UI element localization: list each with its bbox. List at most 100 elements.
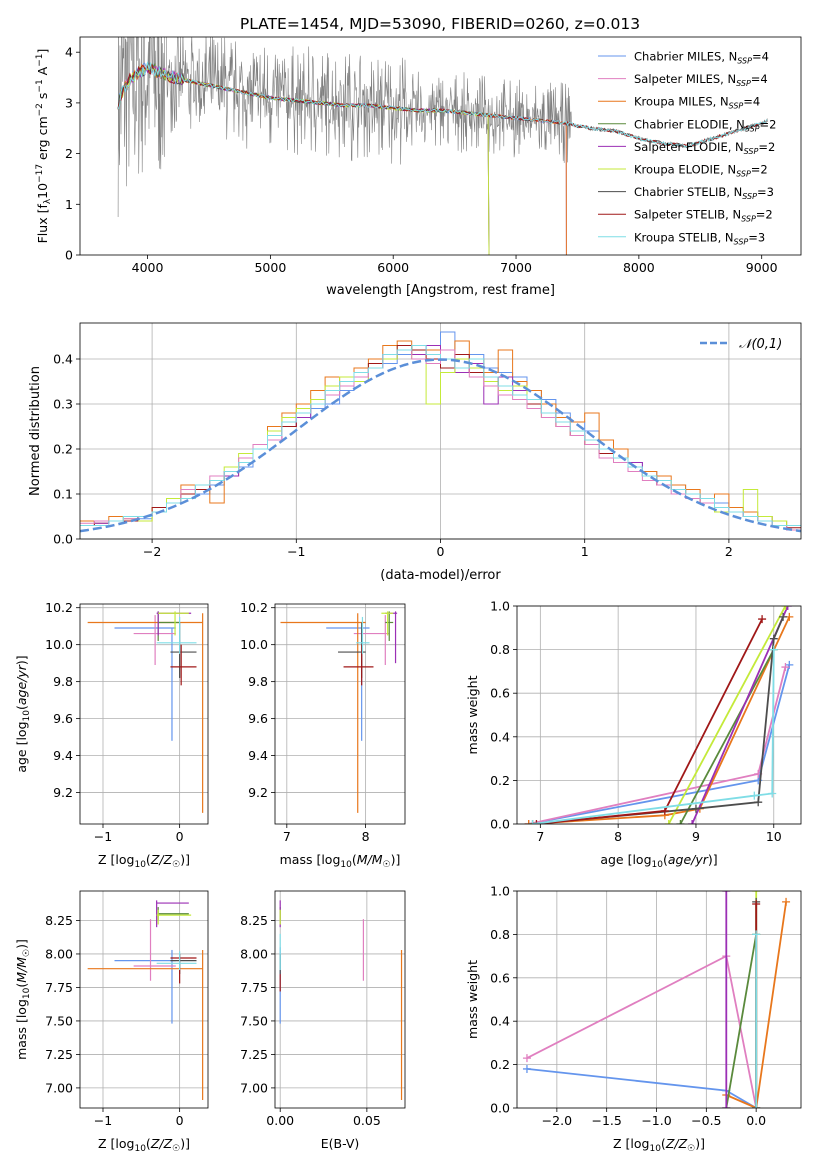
weight-marker [769, 634, 778, 643]
x-tick-label: −2.0 [542, 1113, 572, 1128]
y-tick-label: 7.25 [240, 1047, 268, 1062]
weight-line [532, 616, 784, 824]
y-tick-label: 9.4 [248, 748, 268, 763]
x-tick-label: 1 [581, 544, 589, 559]
axes-frame [79, 603, 209, 825]
y-tick-label: 0.2 [490, 773, 510, 788]
y-tick-label: 1 [65, 197, 73, 212]
weight-marker [676, 820, 685, 824]
plot-layer: 4000 5000 6000 7000 8000 900001234wavelength … [14, 36, 802, 1154]
mass-vs-EBV-panel: 0.00 0.05 7.00 7.25 7.50 7.75 8.00 8.25 E(B-V) [240, 890, 406, 1151]
y-tick-label: 0.1 [53, 487, 73, 502]
x-tick-label: 0 [176, 829, 184, 844]
y-tick-label: 8.25 [45, 913, 73, 928]
x-tick-label: 8 [614, 829, 622, 844]
weight-line [667, 606, 787, 824]
y-tick-label: 0 [65, 248, 73, 263]
y-tick-label: 10.0 [45, 637, 73, 652]
x-tick-label: 0 [176, 1113, 184, 1128]
normal-curve [80, 358, 801, 533]
y-axis-label: mass weight [465, 675, 480, 754]
x-tick-label: −1 [94, 1113, 112, 1128]
x-tick-label: 9 [692, 829, 700, 844]
y-tick-label: 3 [65, 95, 73, 110]
weight-marker [664, 820, 673, 824]
x-tick-label: −1 [287, 544, 305, 559]
x-tick-label: −1.0 [641, 1113, 671, 1128]
weight-marker [779, 612, 788, 621]
weight-vs-age-panel: 7 8 9 10 0.0 0.2 0.4 0.6 0.8 1.0 age [log10(age/yr… [465, 599, 802, 870]
y-tick-label: 0.6 [490, 686, 510, 701]
legend-label: Kroupa ELODIE, NSSP=2 [634, 163, 768, 179]
axes-frame [274, 890, 406, 1109]
x-axis-label: Z [log10(Z/Z☉)] [98, 852, 190, 870]
weight-marker [781, 663, 790, 672]
weight-line [725, 934, 758, 1108]
y-tick-label: 8.00 [45, 946, 73, 961]
y-tick-label: 1.0 [490, 884, 510, 899]
y-tick-label: 0.0 [490, 817, 510, 832]
y-tick-label: 7.00 [240, 1080, 268, 1095]
x-tick-label: 10 [766, 829, 782, 844]
x-tick-label: 0.0 [746, 1113, 766, 1128]
weight-line [532, 649, 775, 824]
weight-marker [691, 804, 700, 813]
y-tick-label: 10.2 [45, 600, 73, 615]
weight-marker [522, 1064, 531, 1073]
weight-marker [722, 1104, 731, 1108]
y-tick-label: 9.8 [53, 674, 73, 689]
weight-marker [752, 930, 761, 939]
x-tick-label: 2 [725, 544, 733, 559]
y-tick-label: 9.2 [248, 785, 268, 800]
y-tick-label: 9.8 [248, 674, 268, 689]
legend-label: Salpeter STELIB, NSSP=2 [634, 208, 773, 224]
y-axis-label: age [log10(age/yr)] [14, 655, 32, 772]
weight-line [725, 901, 787, 1108]
y-axis-label: mass [log10(M/M☉)] [14, 939, 32, 1060]
x-tick-label: 7 [283, 829, 291, 844]
y-tick-label: 0.8 [490, 927, 510, 942]
weight-marker [758, 615, 767, 624]
age-vs-mass-panel: 7 8 9.2 9.4 9.6 9.8 10.0 10.2 mass [log10(M/M☉)] [240, 600, 406, 870]
x-tick-label: 4000 [132, 260, 164, 275]
y-axis-label: Normed distribution [28, 366, 43, 496]
weight-marker [781, 606, 790, 610]
weight-vs-Z-panel: −2.0 −1.5 −1.0 −0.5 0.0 0.0 0.2 0.4 0.6 0.8 1.0 Z [… [465, 884, 802, 1154]
weight-marker [660, 806, 669, 815]
y-tick-label: 2 [65, 146, 73, 161]
x-tick-label: 0 [437, 544, 445, 559]
y-tick-label: 9.2 [53, 785, 73, 800]
weight-marker [688, 820, 697, 824]
x-tick-label: −1 [94, 829, 112, 844]
x-axis-label: Z [log10(Z/Z☉)] [98, 1136, 190, 1154]
y-tick-label: 0.2 [53, 442, 73, 457]
weight-marker [768, 789, 777, 798]
weight-marker [752, 891, 761, 895]
axes-frame [516, 605, 802, 825]
model-line [117, 62, 567, 255]
x-axis-label: (data-model)/error [380, 568, 501, 583]
y-tick-label: 7.75 [240, 980, 268, 995]
x-tick-label: 8000 [623, 260, 655, 275]
spectrum-data-line [117, 37, 768, 218]
x-tick-label: 6000 [377, 260, 409, 275]
y-axis-label: Flux [fλ10−17 erg cm−2 s−1 A−1] [35, 49, 53, 244]
legend-label: Kroupa MILES, NSSP=4 [634, 95, 760, 111]
axes-frame [274, 603, 406, 825]
weight-line [679, 649, 775, 824]
weight-line [528, 664, 791, 824]
x-tick-label: −1.5 [592, 1113, 622, 1128]
axes-frame [79, 36, 802, 256]
y-tick-label: 8.00 [240, 946, 268, 961]
weight-marker [528, 820, 537, 824]
x-tick-label: 5000 [254, 260, 286, 275]
weight-marker [754, 798, 763, 807]
y-tick-label: 0.2 [490, 1057, 510, 1072]
y-tick-label: 0.0 [490, 1101, 510, 1116]
legend-label: Chabrier MILES, NSSP=4 [634, 50, 769, 66]
y-tick-label: 7.25 [45, 1047, 73, 1062]
x-tick-label: 9000 [746, 260, 778, 275]
y-tick-label: 0.6 [490, 970, 510, 985]
y-tick-label: 0.4 [53, 352, 73, 367]
